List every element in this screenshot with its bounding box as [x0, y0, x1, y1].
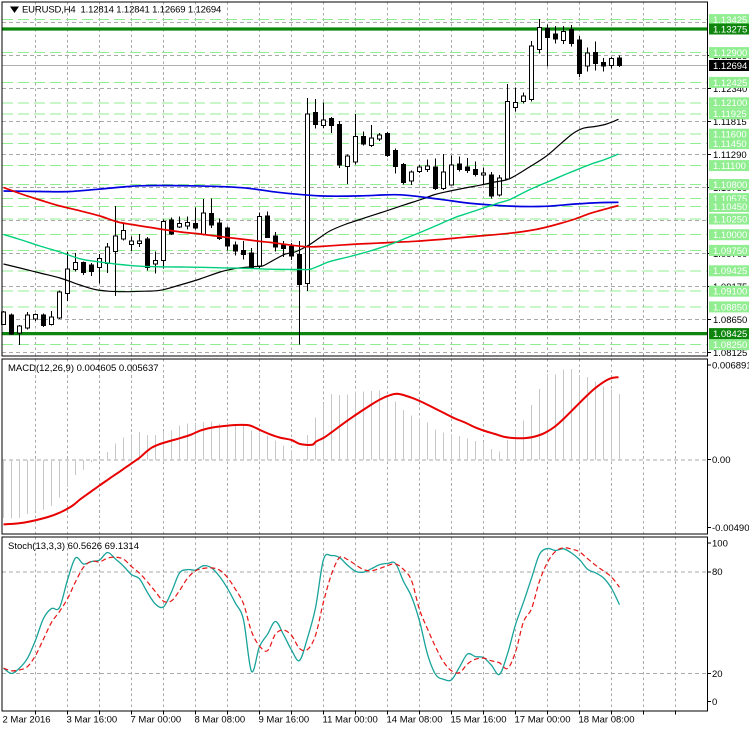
svg-text:1.10575: 1.10575 [713, 194, 747, 205]
svg-text:1.11600: 1.11600 [713, 130, 747, 141]
svg-text:1.13425: 1.13425 [713, 15, 747, 26]
svg-text:1.10450: 1.10450 [713, 202, 747, 213]
svg-text:1.08650: 1.08650 [713, 315, 747, 326]
svg-text:1.09100: 1.09100 [713, 287, 747, 298]
svg-text:1.08850: 1.08850 [713, 302, 747, 313]
svg-text:1.11925: 1.11925 [713, 109, 747, 120]
svg-text:1.10250: 1.10250 [713, 214, 747, 225]
svg-text:1.08125: 1.08125 [713, 348, 747, 359]
svg-text:1.11100: 1.11100 [713, 161, 746, 172]
svg-text:1.11815: 1.11815 [713, 117, 747, 128]
svg-text:0: 0 [712, 697, 717, 708]
svg-text:1.12900: 1.12900 [713, 48, 747, 59]
svg-text:1.11450: 1.11450 [713, 139, 747, 150]
svg-text:1.09750: 1.09750 [713, 246, 747, 257]
svg-text:18 Mar 08:00: 18 Mar 08:00 [579, 715, 635, 726]
svg-text:100: 100 [712, 538, 728, 549]
svg-text:20: 20 [712, 669, 723, 680]
svg-text:0.006891: 0.006891 [712, 360, 749, 371]
svg-text:MACD(12,26,9) 0.004605 0.00563: MACD(12,26,9) 0.004605 0.005637 [8, 363, 159, 374]
svg-text:11 Mar 00:00: 11 Mar 00:00 [323, 715, 378, 726]
svg-text:0.00: 0.00 [712, 455, 731, 466]
svg-text:14 Mar 08:00: 14 Mar 08:00 [387, 715, 443, 726]
svg-text:3 Mar 16:00: 3 Mar 16:00 [67, 715, 118, 726]
svg-text:1.12694: 1.12694 [713, 61, 747, 72]
svg-text:17 Mar 00:00: 17 Mar 00:00 [515, 715, 571, 726]
svg-text:1.11290: 1.11290 [713, 150, 747, 161]
svg-text:1.13275: 1.13275 [713, 24, 747, 35]
svg-text:15 Mar 16:00: 15 Mar 16:00 [451, 715, 507, 726]
svg-text:1.08425: 1.08425 [713, 329, 747, 340]
svg-text:80: 80 [712, 567, 723, 578]
svg-text:1.08250: 1.08250 [713, 340, 747, 351]
svg-text:2 Mar 2016: 2 Mar 2016 [3, 715, 51, 726]
svg-text:EURUSD,H4 1.12814 1.12841 1.1: EURUSD,H4 1.12814 1.12841 1.12669 1.1269… [22, 5, 221, 16]
svg-text:9 Mar 16:00: 9 Mar 16:00 [259, 715, 310, 726]
svg-text:1.12100: 1.12100 [713, 98, 747, 109]
svg-text:8 Mar 08:00: 8 Mar 08:00 [195, 715, 246, 726]
svg-text:1.09425: 1.09425 [713, 266, 747, 277]
svg-text:1.12340: 1.12340 [713, 84, 747, 95]
svg-text:-0.004905: -0.004905 [712, 523, 749, 534]
svg-text:7 Mar 00:00: 7 Mar 00:00 [131, 715, 182, 726]
svg-text:1.12425: 1.12425 [713, 78, 747, 89]
svg-text:1.10000: 1.10000 [713, 230, 747, 241]
svg-text:1.10800: 1.10800 [713, 180, 747, 191]
svg-text:Stoch(13,3,3) 60.5626 69.1314: Stoch(13,3,3) 60.5626 69.1314 [8, 541, 139, 552]
